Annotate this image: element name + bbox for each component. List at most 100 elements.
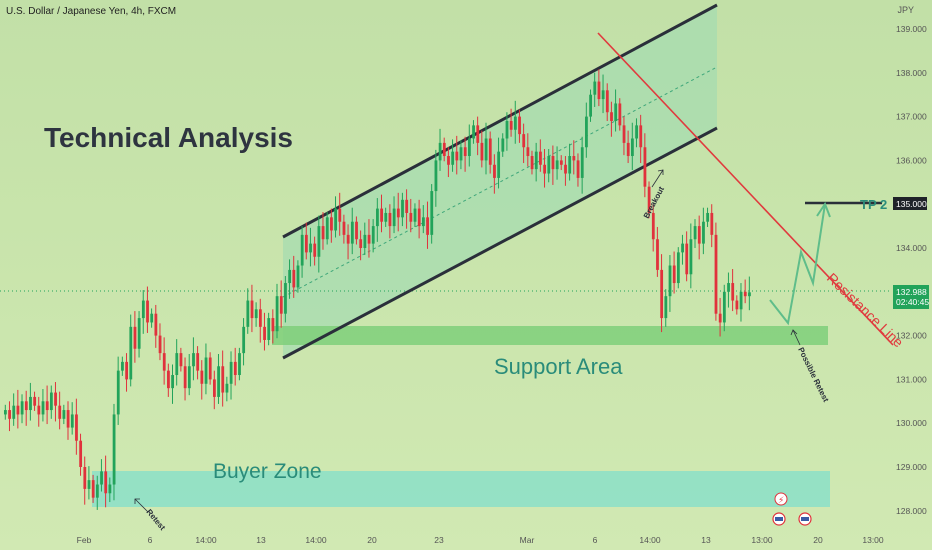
candle-body — [380, 208, 383, 222]
candle-body — [668, 265, 672, 297]
candle-body — [217, 366, 220, 397]
x-tick-label: 14:00 — [639, 535, 661, 545]
candle-body — [350, 221, 354, 244]
candle-body — [539, 151, 542, 165]
x-tick-label: Mar — [520, 535, 535, 545]
candle-body — [24, 401, 28, 411]
candle-body — [509, 120, 513, 130]
candle-body — [710, 212, 714, 235]
y-tick-label: 131.000 — [896, 374, 927, 384]
title-annotation: Technical Analysis — [44, 122, 293, 153]
candle-body — [70, 414, 74, 428]
resistance-line — [597, 32, 894, 346]
candle-body — [480, 142, 484, 161]
candle-body — [37, 405, 41, 415]
candle-body — [660, 269, 664, 319]
event-flash-icon[interactable] — [774, 492, 788, 506]
candle-body — [664, 296, 668, 319]
possible-retest-arrow — [792, 329, 801, 346]
candle-body — [505, 120, 509, 139]
y-tick-label: 129.000 — [896, 462, 927, 472]
retest-arrowhead — [134, 498, 140, 504]
candle-body — [79, 440, 83, 467]
candle-body — [250, 300, 254, 319]
candle-body — [75, 414, 78, 441]
candle-body — [8, 410, 11, 419]
candle-body — [146, 300, 149, 323]
candle-body — [534, 151, 538, 170]
tp2-price-tag — [893, 197, 927, 210]
ascending-channel-fill — [283, 5, 717, 358]
candle-body — [513, 116, 517, 130]
possible-retest-arrowhead — [790, 329, 798, 336]
candle-body — [409, 212, 413, 222]
candle-body — [83, 467, 87, 489]
candle-body — [309, 243, 312, 253]
candle-body — [559, 160, 563, 165]
candle-body — [296, 265, 300, 288]
candle-body — [317, 226, 321, 257]
candle-body — [697, 226, 701, 244]
countdown-text: 02:40:45 — [896, 297, 929, 307]
candle-body — [438, 142, 442, 161]
candle-body — [330, 217, 333, 231]
currency-label: JPY — [897, 5, 914, 15]
candle-body — [551, 156, 555, 170]
candle-body — [568, 156, 572, 174]
candle-body — [396, 208, 400, 218]
x-tick-label: 14:00 — [305, 535, 327, 545]
candle-body — [589, 94, 592, 117]
candle-body — [292, 269, 296, 288]
projection-path — [769, 203, 826, 326]
breakout-arrow — [651, 169, 664, 188]
candle-body — [196, 353, 200, 371]
y-tick-label: 128.000 — [896, 506, 927, 516]
candle-body — [263, 326, 266, 340]
retest-label: Retest — [144, 508, 167, 533]
candle-body — [242, 326, 246, 354]
x-tick-label: 13:00 — [751, 535, 773, 545]
candle-body — [225, 383, 229, 393]
candle-body — [325, 217, 329, 240]
candle-body — [275, 296, 279, 332]
candle-body — [580, 147, 584, 178]
candle-body — [141, 300, 145, 319]
x-tick-label: 20 — [367, 535, 377, 545]
candlestick-series — [4, 69, 751, 510]
y-tick-label: 134.000 — [896, 243, 927, 253]
last-price-tag — [893, 285, 929, 309]
candle-body — [388, 212, 392, 227]
retest-arrow — [134, 498, 149, 513]
candle-body — [359, 239, 363, 248]
candle-body — [49, 392, 53, 411]
candle-body — [702, 221, 705, 244]
candle-body — [204, 357, 208, 384]
candle-body — [672, 265, 676, 284]
candle-body — [430, 191, 434, 235]
channel-upper-line — [282, 3, 718, 239]
candle-body — [58, 405, 62, 419]
candle-body — [706, 212, 710, 222]
candle-body — [54, 392, 57, 406]
candle-body — [192, 353, 195, 367]
candle-body — [651, 212, 655, 240]
candle-body — [371, 226, 375, 244]
x-tick-label: 14:00 — [195, 535, 217, 545]
candle-body — [104, 471, 108, 494]
y-axis: 139.000 138.000 137.000 136.000 135.000 134.0… — [896, 24, 927, 516]
candle-body — [300, 234, 304, 266]
candle-body — [384, 212, 388, 222]
candle-body — [526, 147, 530, 157]
candle-body — [133, 326, 137, 349]
buyer-zone-label: Buyer Zone — [213, 460, 322, 483]
candle-body — [676, 252, 680, 284]
candle-body — [434, 160, 438, 192]
candle-body — [221, 366, 225, 393]
candle-body — [572, 156, 576, 161]
event-flash-glyph: ⚡ — [778, 496, 784, 506]
candle-body — [601, 90, 605, 100]
candle-body — [647, 186, 651, 213]
candle-body — [442, 142, 446, 157]
candle-body — [493, 164, 496, 178]
